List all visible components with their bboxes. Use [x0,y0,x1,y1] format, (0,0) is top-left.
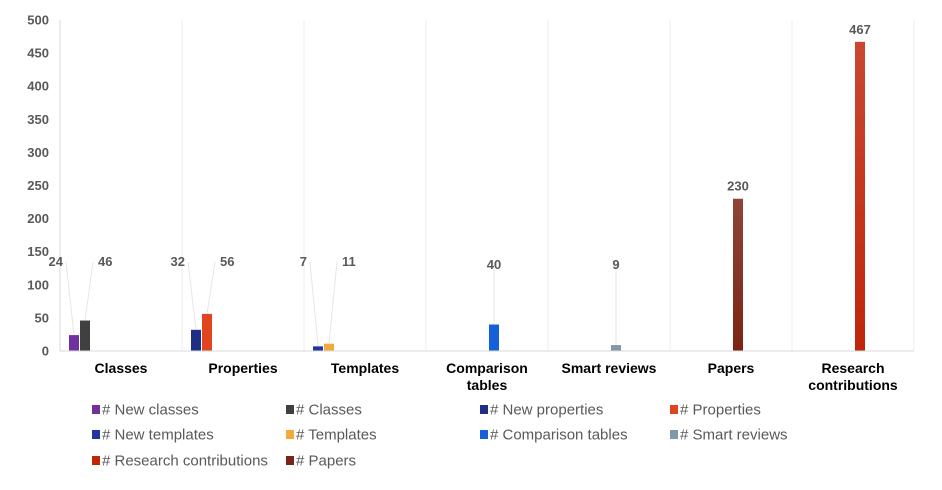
y-tick-label: 200 [27,211,49,226]
leader-line [65,261,75,336]
legend-entry-new-classes: # New classes [102,402,199,419]
bar-templates [324,343,334,351]
leader-line [187,261,197,330]
legend-entry-research-contributions: # Research contributions [102,453,268,470]
x-tick-label: Classes [95,360,148,376]
y-tick-label: 350 [27,112,49,127]
x-axis: Classes Properties Templates Comparison tabl… [60,350,914,393]
leader-line [328,261,338,344]
legend-entry-smart-reviews: # Smart reviews [680,427,788,444]
x-tick-label: Comparison tables [446,360,528,393]
bars [69,41,865,351]
legend-entry-classes: # Classes [296,402,362,419]
legend-swatch-templates [286,430,294,439]
bar-new-templates [313,346,323,351]
legend-swatch-new-templates [92,430,100,439]
bar-research-contributions [855,41,865,351]
bar-smart-reviews [611,345,621,351]
category-gridlines [59,20,915,351]
y-tick-label: 50 [35,310,49,325]
legend-swatch-research-contributions [92,456,100,465]
leader-line [206,261,216,315]
y-tick-label: 100 [27,277,49,292]
legend-entry-new-properties: # New properties [490,402,603,419]
data-label: 467 [849,22,871,37]
bar-new-classes [69,335,79,351]
data-label: 40 [487,257,501,272]
bar-properties [202,313,212,351]
legend-swatch-new-classes [92,405,100,414]
leader-line [84,261,94,321]
bar-comparison-tables [489,324,499,351]
y-tick-label: 150 [27,244,49,259]
legend-entry-properties: # Properties [680,402,761,419]
data-label: 24 [49,254,64,269]
y-tick-label: 0 [42,344,49,359]
bar-new-properties [191,329,201,351]
y-tick-label: 450 [27,46,49,61]
data-label-leader-lines [65,261,617,347]
legend-swatch-smart-reviews [670,430,678,439]
legend-swatch-papers [286,456,294,465]
legend-swatch-classes [286,405,294,414]
legend-swatch-comparison-tables [480,430,488,439]
data-label: 46 [98,254,112,269]
x-tick-label: Smart reviews [562,360,657,376]
legend-entry-papers: # Papers [296,453,356,470]
data-label: 32 [171,254,185,269]
data-label: 56 [220,254,234,269]
y-tick-label: 500 [27,13,49,28]
x-tick-label: Papers [708,360,755,376]
legend-entry-templates: # Templates [296,427,377,444]
legend: # New classes # Classes # New properties # … [92,402,788,470]
leader-line [309,261,319,347]
y-tick-label: 300 [27,145,49,160]
y-tick-label: 250 [27,178,49,193]
x-tick-label: Properties [208,360,277,376]
data-label: 9 [612,257,619,272]
data-labels: 24 46 32 56 7 11 40 9 467 230 [49,22,871,272]
legend-swatch-new-properties [480,405,488,414]
data-label: 7 [300,254,307,269]
bar-classes [80,320,90,351]
y-tick-label: 400 [27,79,49,94]
data-label: 230 [727,179,749,194]
x-tick-label: Templates [331,360,399,376]
y-axis: 0 50 100 150 200 250 300 350 400 450 500 [27,13,61,359]
bar-papers [733,198,743,351]
data-label: 11 [342,254,356,269]
legend-swatch-properties [670,405,678,414]
legend-entry-comparison-tables: # Comparison tables [490,427,628,444]
legend-entry-new-templates: # New templates [102,427,214,444]
x-tick-label: Research contributions [808,360,898,393]
